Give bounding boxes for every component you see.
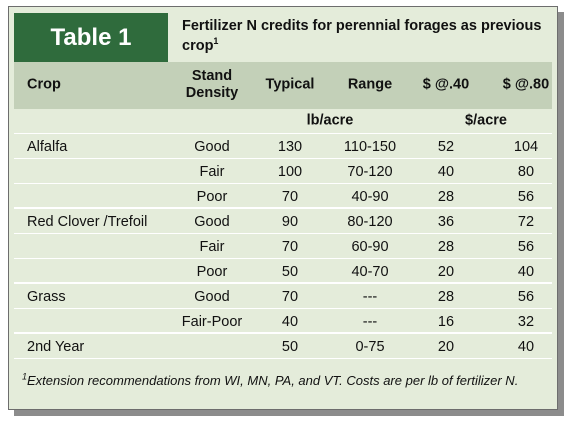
table-cell: Alfalfa xyxy=(27,138,68,155)
table-cell: 70 xyxy=(281,238,299,255)
table-cell: 70-120 xyxy=(347,163,393,180)
table-cell: 56 xyxy=(517,238,535,255)
footnote-sup: 1 xyxy=(22,371,28,382)
table-cell: Fair xyxy=(199,163,225,180)
table-cell: Poor xyxy=(196,188,228,205)
table-cell: 16 xyxy=(437,313,455,330)
column-header: Crop xyxy=(27,76,61,93)
table-cell: 32 xyxy=(517,313,535,330)
table-cell: 90 xyxy=(281,213,299,230)
table-cell: 130 xyxy=(277,138,303,155)
table-row xyxy=(14,234,552,259)
table-cell: Good xyxy=(194,288,230,305)
table-cell: 28 xyxy=(437,238,455,255)
table-cell: 20 xyxy=(437,338,455,355)
table-cell: 50 xyxy=(281,263,299,280)
table-cell: Grass xyxy=(27,288,66,305)
table-row xyxy=(14,284,552,309)
table-cell: 100 xyxy=(277,163,303,180)
table-cell: 40 xyxy=(281,313,299,330)
table-cell: 0-75 xyxy=(355,338,385,355)
column-header: Stand Density xyxy=(185,68,239,101)
table-row xyxy=(14,334,552,359)
title-text: Fertilizer N credits for perennial forag… xyxy=(182,18,542,54)
table-cell: 40 xyxy=(517,338,535,355)
table-cell: 56 xyxy=(517,188,535,205)
table-cell: 70 xyxy=(281,188,299,205)
table-cell: Good xyxy=(194,138,230,155)
table-cell: --- xyxy=(362,288,378,305)
table-cell: 52 xyxy=(437,138,455,155)
title-sup: 1 xyxy=(213,36,219,47)
table-row xyxy=(14,259,552,284)
table-cell: 20 xyxy=(437,263,455,280)
column-header: $ @.40 xyxy=(422,76,470,93)
header-band xyxy=(14,62,552,109)
table-cell: Red Clover /Trefoil xyxy=(27,213,148,230)
table-cell: --- xyxy=(362,313,378,330)
column-header: Range xyxy=(347,76,393,93)
table-cell: 60-90 xyxy=(351,238,389,255)
table-cell: 40-70 xyxy=(351,263,389,280)
table-title: Fertilizer N credits for perennial forag… xyxy=(182,16,552,56)
table-cell: 40 xyxy=(437,163,455,180)
table-row xyxy=(14,309,552,334)
column-header: $ @.80 xyxy=(502,76,550,93)
table-cell: 80-120 xyxy=(347,213,393,230)
table-cell: 110-150 xyxy=(343,138,397,155)
table-cell: 50 xyxy=(281,338,299,355)
footnote-text: Extension recommendations from WI, MN, P… xyxy=(27,373,519,388)
table-cell: 70 xyxy=(281,288,299,305)
table-cell: Poor xyxy=(196,263,228,280)
column-header: Typical xyxy=(265,76,315,93)
table-cell: 40-90 xyxy=(351,188,389,205)
unit-label: lb/acre xyxy=(306,112,354,129)
table-row xyxy=(14,184,552,209)
table-cell: 80 xyxy=(517,163,535,180)
table-cell: 28 xyxy=(437,288,455,305)
table-cell: Fair-Poor xyxy=(181,313,243,330)
table-row xyxy=(14,134,552,159)
table-cell: Fair xyxy=(199,238,225,255)
table-cell: 36 xyxy=(437,213,455,230)
table-cell: 72 xyxy=(517,213,535,230)
table-cell: 56 xyxy=(517,288,535,305)
units-row xyxy=(14,109,552,134)
table-cell: 40 xyxy=(517,263,535,280)
footnote: 1Extension recommendations from WI, MN, … xyxy=(22,371,519,388)
table-cell: 104 xyxy=(513,138,539,155)
table-cell: 2nd Year xyxy=(27,338,85,355)
table-row xyxy=(14,209,552,234)
table-cell: 28 xyxy=(437,188,455,205)
unit-label: $/acre xyxy=(465,112,507,129)
table-cell: Good xyxy=(194,213,230,230)
table-row xyxy=(14,159,552,184)
table-label: Table 1 xyxy=(14,13,168,62)
